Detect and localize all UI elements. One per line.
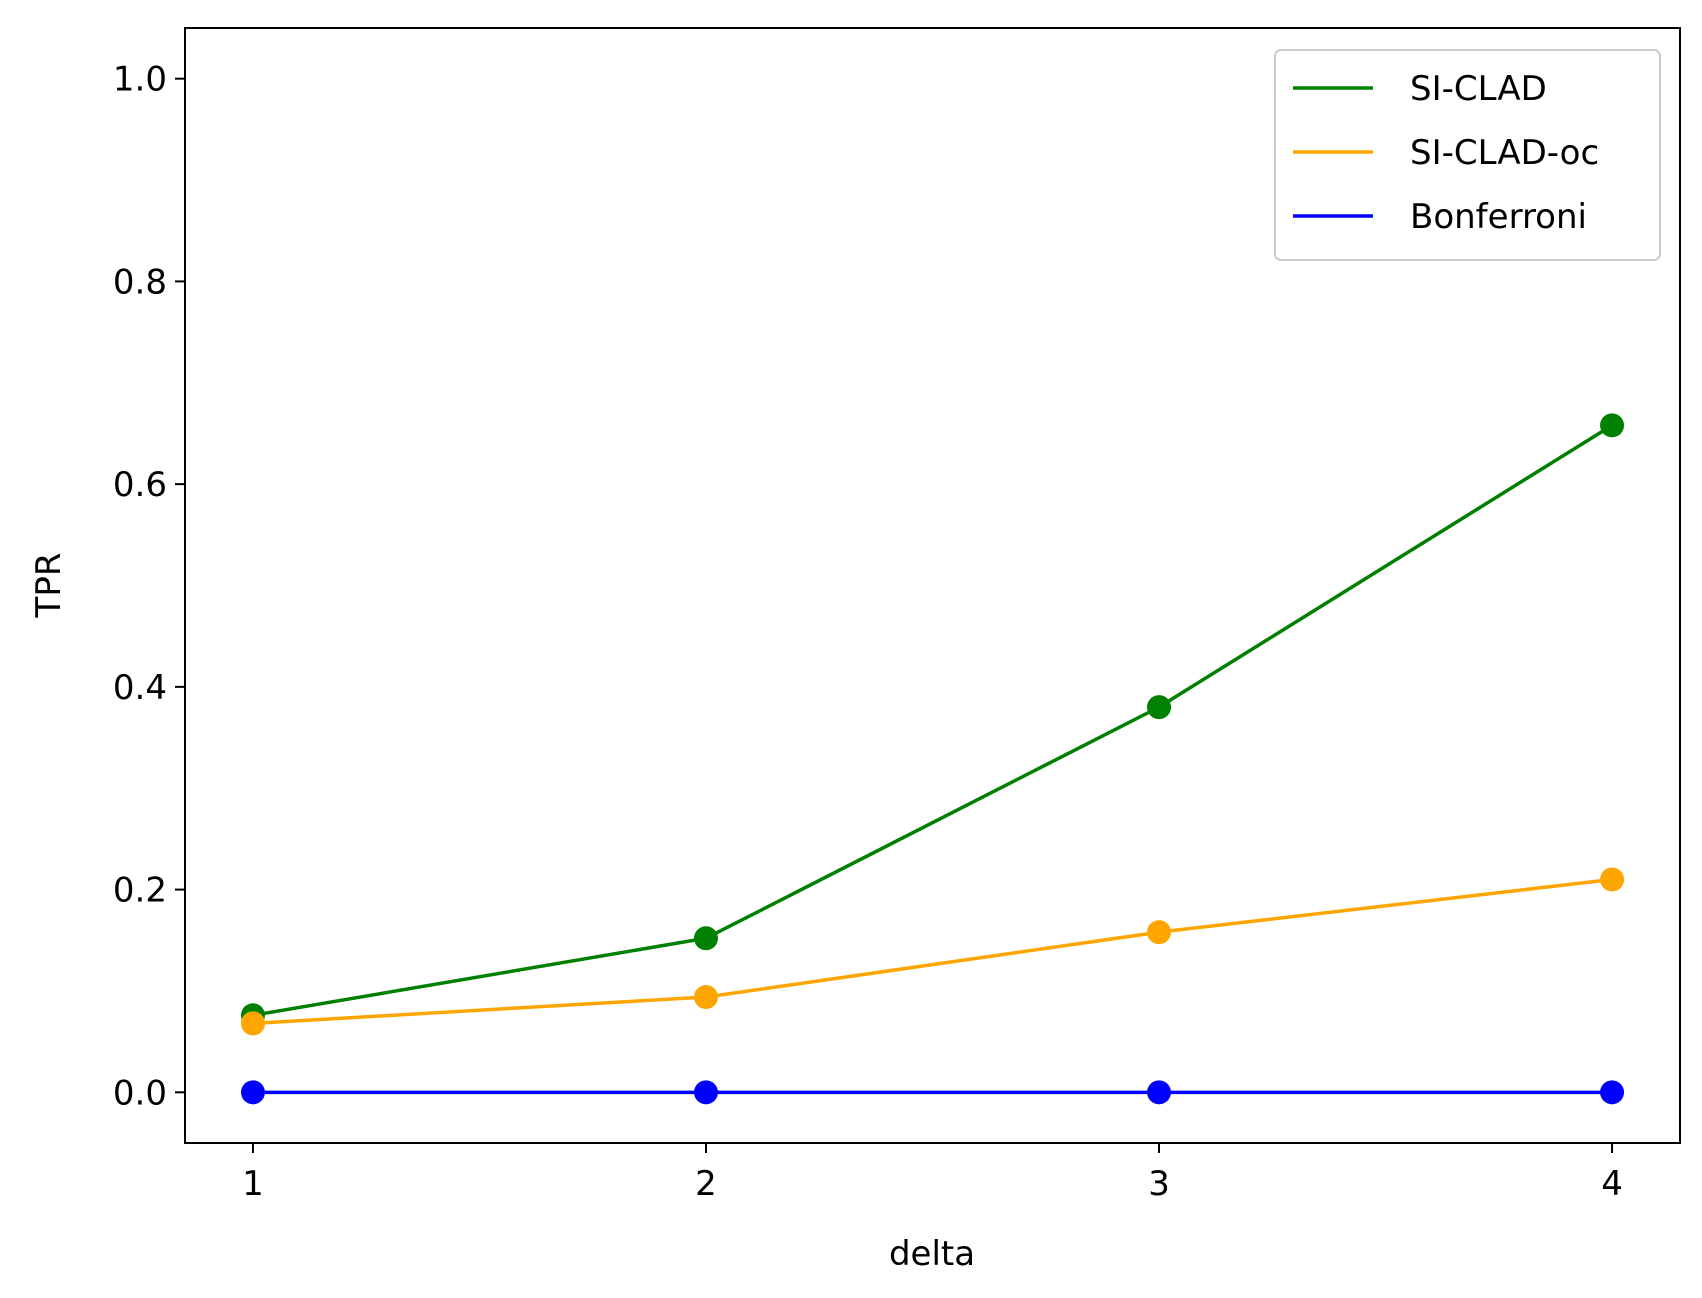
x-tick-label: 4	[1601, 1164, 1623, 1204]
data-point	[240, 1011, 265, 1036]
legend-label: Bonferroni	[1410, 197, 1587, 237]
data-point	[1147, 1080, 1172, 1105]
legend-box	[1274, 49, 1661, 261]
y-tick-label: 0.2	[113, 871, 167, 911]
y-tick-label: 0.4	[113, 668, 167, 708]
y-axis: 0.0 0.2 0.4 0.6 0.8 1.0	[113, 60, 185, 1113]
y-tick-label: 1.0	[113, 60, 167, 100]
y-tick-label: 0.0	[113, 1073, 167, 1113]
legend-label: SI-CLAD	[1410, 69, 1547, 109]
axes-frame	[184, 27, 1681, 1144]
series-line-0	[252, 423, 1613, 1018]
x-tick-label: 3	[1148, 1164, 1170, 1204]
x-axis-title: delta	[889, 1234, 975, 1274]
data-point	[693, 926, 718, 951]
series-line-1	[252, 877, 1613, 1026]
data-point	[693, 1080, 718, 1105]
data-point	[693, 985, 718, 1010]
y-tick-label: 0.6	[113, 465, 167, 505]
data-point	[240, 1080, 265, 1105]
plot-area	[240, 413, 1625, 1105]
legend-label: SI-CLAD-oc	[1410, 133, 1599, 173]
data-point	[1147, 695, 1172, 720]
legend: SI-CLAD SI-CLAD-oc Bonferroni	[1274, 49, 1661, 261]
data-point	[1600, 867, 1625, 892]
y-axis-title: TPR	[29, 553, 69, 619]
y-tick-label: 0.8	[113, 262, 167, 302]
x-tick-label: 2	[695, 1164, 717, 1204]
data-point	[1600, 1080, 1625, 1105]
data-point	[1147, 920, 1172, 945]
x-tick-label: 1	[242, 1164, 264, 1204]
x-axis: 1 2 3 4	[242, 1143, 1623, 1204]
data-point	[1600, 413, 1625, 438]
